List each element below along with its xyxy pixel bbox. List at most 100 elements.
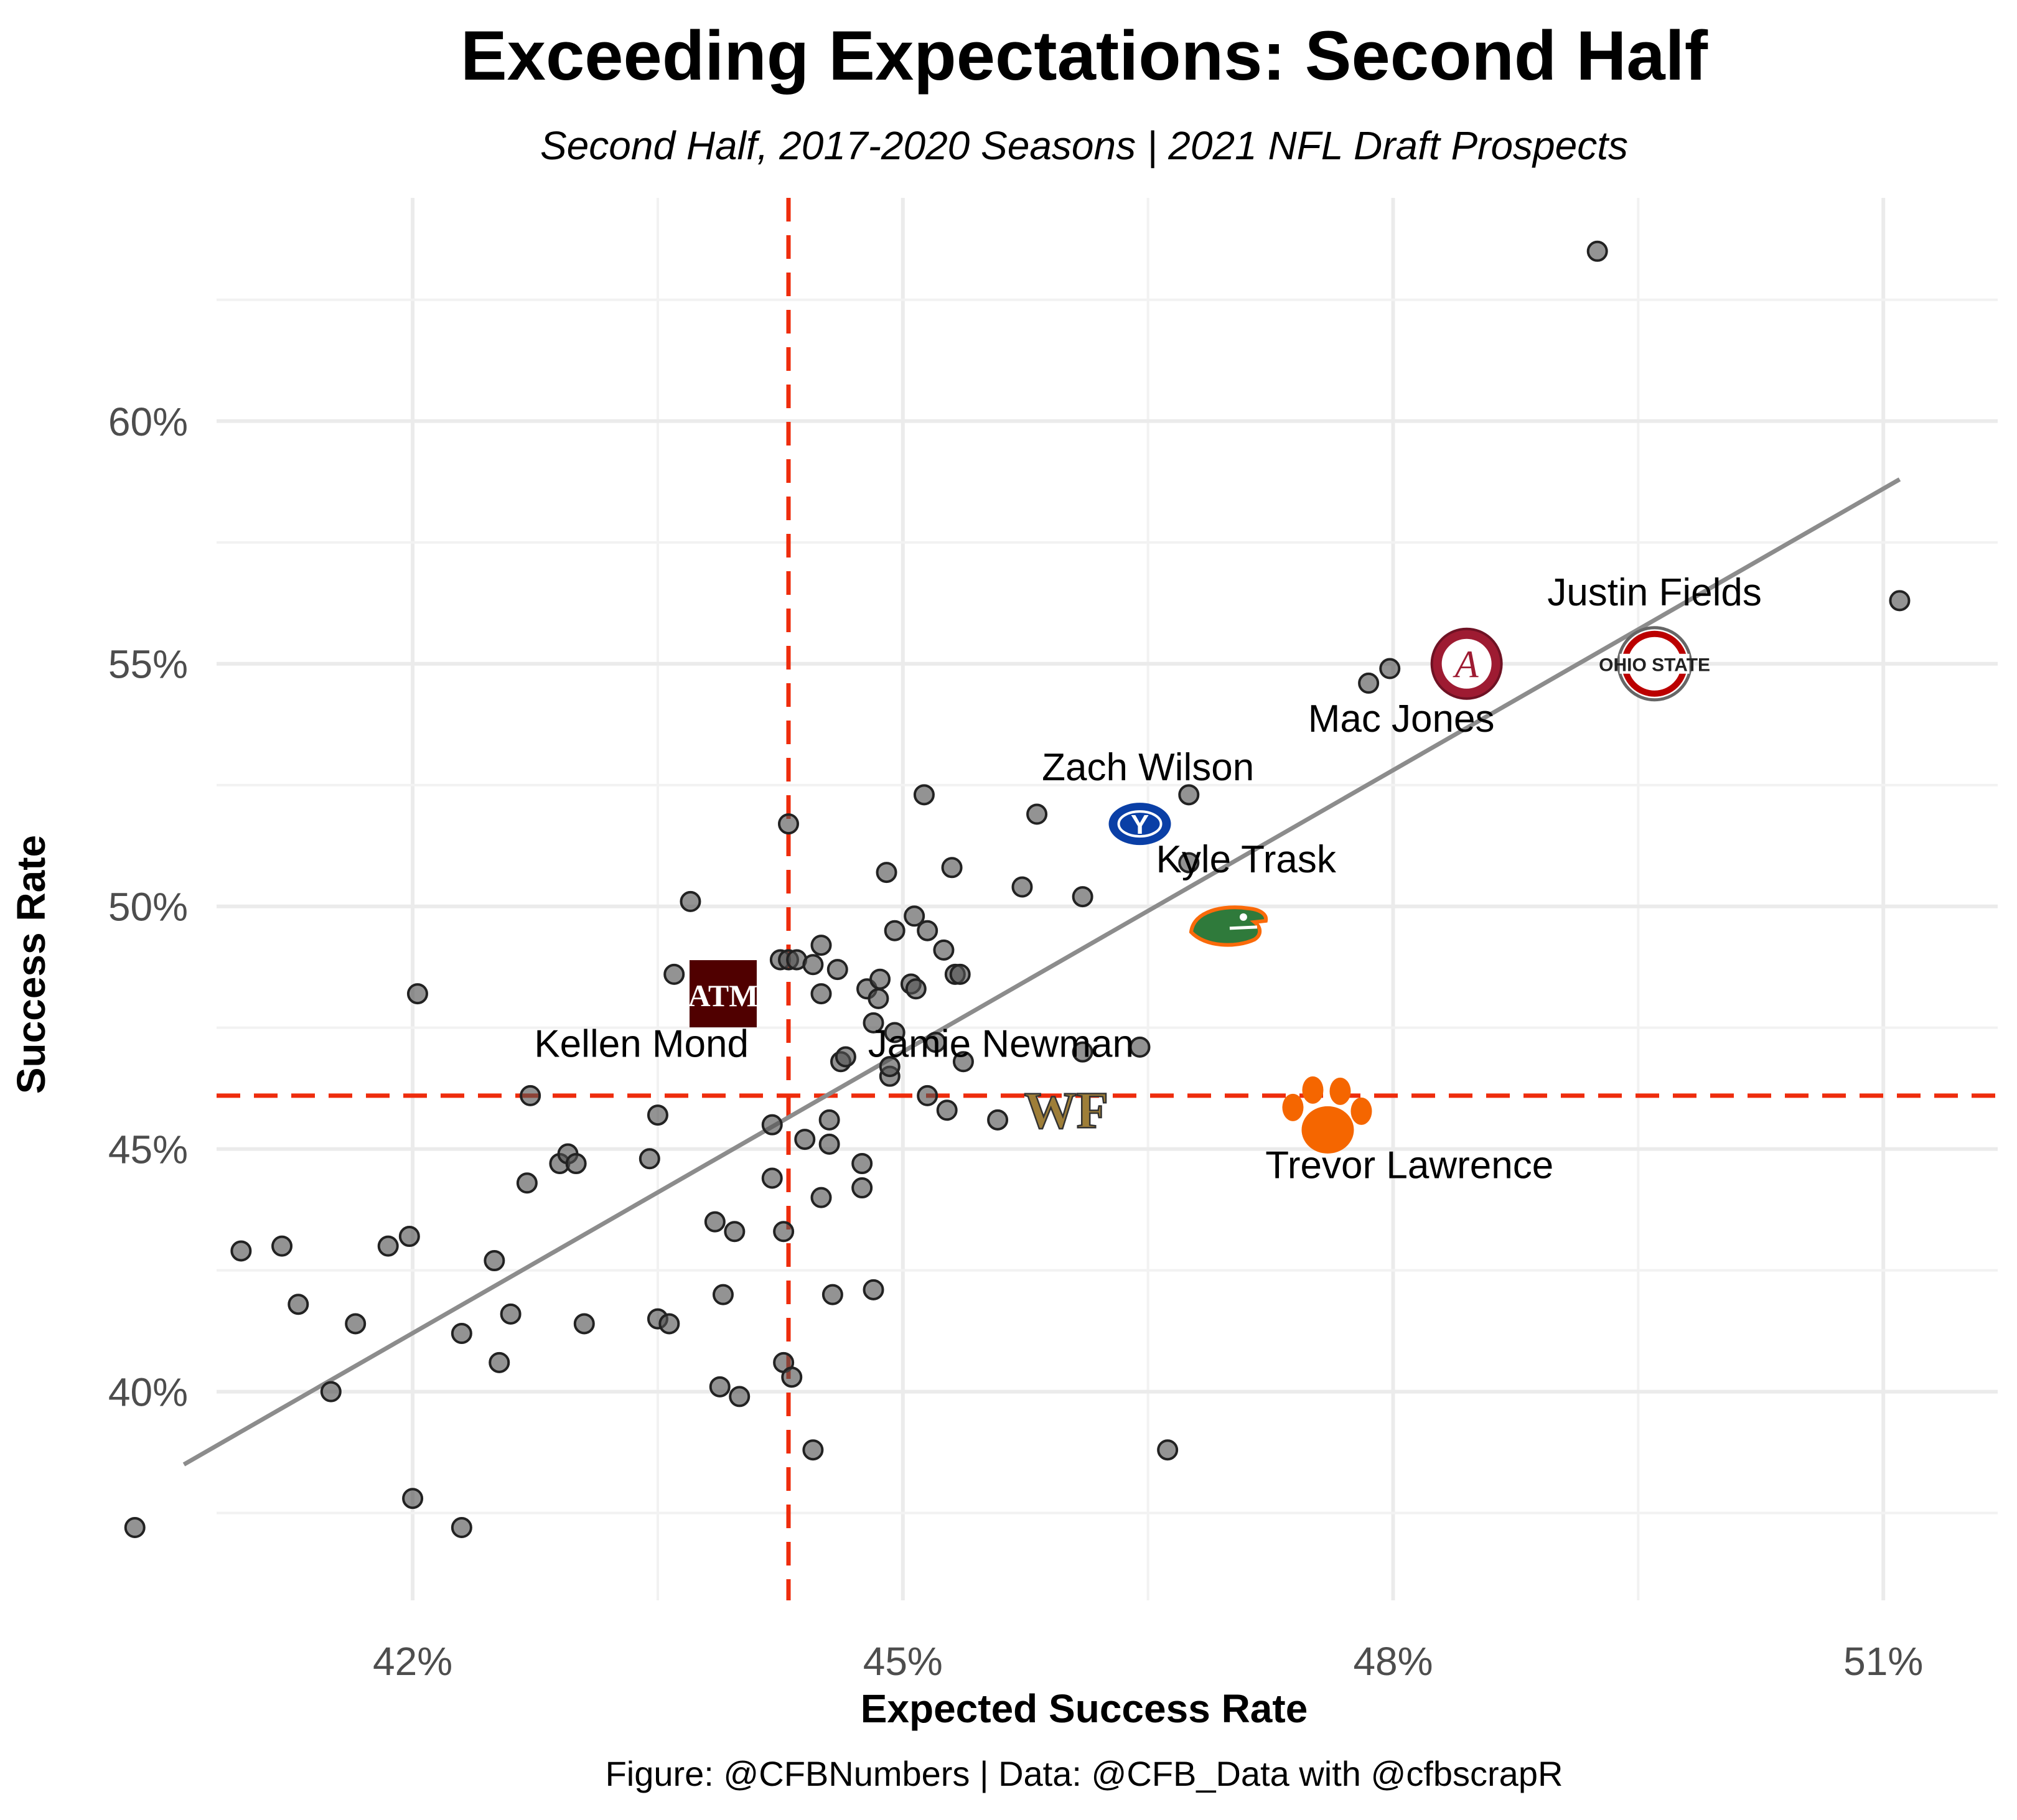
data-point — [802, 1439, 824, 1461]
x-tick-label: 42% — [373, 1639, 452, 1684]
data-point — [658, 1313, 680, 1335]
x-tick-label: 48% — [1353, 1639, 1433, 1684]
data-point — [917, 920, 938, 941]
data-point — [639, 1148, 660, 1170]
player-label: Kellen Mond — [534, 1022, 749, 1065]
data-point — [802, 954, 824, 976]
data-point — [794, 1129, 816, 1150]
data-point — [949, 963, 971, 985]
data-point — [1178, 784, 1200, 806]
data-point — [941, 857, 963, 879]
trend-line-group — [182, 477, 1901, 1467]
data-point — [917, 1085, 938, 1106]
data-point — [952, 1051, 974, 1073]
data-point — [1129, 1036, 1151, 1058]
chart-title: Exceeding Expectations: Second Half — [461, 17, 1708, 95]
data-point — [398, 1226, 420, 1248]
data-point — [810, 983, 832, 1005]
data-point — [680, 890, 701, 912]
y-tick-label: 40% — [108, 1370, 188, 1415]
data-point — [1889, 590, 1911, 612]
data-point — [826, 959, 848, 981]
data-point — [879, 1056, 901, 1078]
wake-forest-logo: WF — [1023, 1081, 1109, 1141]
y-tick-label: 55% — [108, 642, 188, 687]
svg-text:WF: WF — [1024, 1081, 1108, 1139]
data-point — [451, 1517, 472, 1539]
data-point — [1178, 852, 1200, 874]
texas-am-logo: ATM — [688, 960, 758, 1028]
data-point — [573, 1313, 595, 1335]
data-point — [1011, 876, 1033, 898]
ohio-state-logo: OHIO STATE — [1599, 626, 1710, 702]
player-labels: Justin Fields Mac Jones Zach Wilson Kyle Tr… — [534, 571, 1762, 1187]
data-point — [818, 1109, 840, 1131]
data-point — [868, 987, 889, 1009]
data-point — [869, 968, 891, 990]
data-point — [484, 1250, 505, 1272]
x-tick-label: 51% — [1843, 1639, 1923, 1684]
data-point — [451, 1323, 472, 1345]
data-point — [905, 978, 927, 1000]
data-point — [402, 1488, 424, 1510]
player-label: Jamie Newman — [868, 1022, 1134, 1065]
data-point — [1586, 240, 1608, 262]
y-tick-label: 50% — [108, 885, 188, 930]
data-point — [724, 1221, 746, 1243]
data-point — [406, 983, 428, 1005]
data-point — [124, 1517, 146, 1539]
data-point — [863, 1012, 884, 1034]
data-point — [987, 1109, 1009, 1131]
data-point — [663, 963, 685, 985]
data-point — [851, 1153, 873, 1175]
data-point — [288, 1294, 309, 1315]
svg-text:A: A — [1453, 644, 1479, 686]
y-tick-label: 45% — [108, 1127, 188, 1172]
data-point — [729, 1386, 751, 1407]
x-axis-ticks: 42% 45% 48% 51% — [373, 1639, 1923, 1684]
data-point — [835, 1046, 856, 1068]
data-point — [913, 784, 935, 806]
player-label: Justin Fields — [1547, 571, 1762, 614]
data-point — [851, 1177, 873, 1199]
data-point — [565, 1153, 587, 1175]
data-point — [904, 905, 925, 927]
x-axis-title: Expected Success Rate — [861, 1686, 1308, 1731]
data-point — [500, 1303, 522, 1325]
data-point — [1358, 672, 1380, 694]
data-point — [777, 813, 799, 835]
data-point — [876, 862, 897, 884]
data-point — [704, 1211, 726, 1233]
data-point — [647, 1104, 668, 1126]
data-point — [271, 1235, 293, 1257]
data-point — [320, 1381, 342, 1402]
player-label: Kyle Trask — [1156, 838, 1336, 881]
data-point — [863, 1279, 884, 1300]
svg-text:ATM: ATM — [688, 978, 758, 1013]
data-point — [821, 1284, 843, 1305]
data-point — [1379, 658, 1401, 679]
data-point — [1026, 803, 1048, 825]
data-point — [810, 1187, 832, 1208]
data-point — [1157, 1439, 1179, 1461]
data-point — [936, 1099, 958, 1121]
data-point — [520, 1085, 541, 1106]
data-point — [1072, 886, 1093, 908]
player-label: Mac Jones — [1308, 698, 1495, 740]
data-point — [884, 1022, 906, 1043]
alabama-logo: A — [1430, 627, 1503, 700]
y-axis-ticks: 40% 45% 50% 55% 60% — [108, 399, 188, 1415]
data-point — [1072, 1041, 1093, 1063]
data-point — [884, 920, 906, 941]
data-point — [230, 1240, 252, 1262]
scatter-points — [124, 240, 1911, 1539]
data-point — [709, 1376, 731, 1398]
grid — [217, 198, 1998, 1600]
chart-subtitle: Second Half, 2017-2020 Seasons | 2021 NF… — [540, 123, 1628, 169]
florida-gators-logo — [1189, 905, 1268, 947]
data-point — [818, 1133, 840, 1155]
data-point — [781, 1366, 803, 1388]
data-point — [377, 1235, 399, 1257]
data-point — [933, 939, 955, 961]
